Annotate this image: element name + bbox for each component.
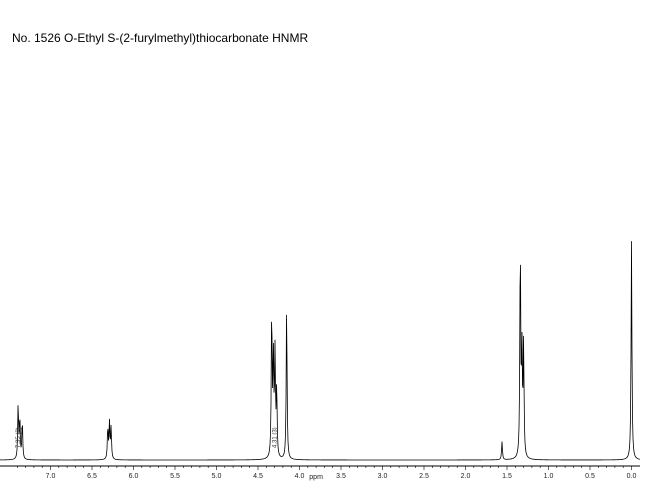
tick-label: 1.5 (502, 473, 512, 480)
tick-label: 1.0 (544, 473, 554, 480)
tick-label: 3.0 (378, 473, 388, 480)
tick-label: 0.0 (627, 473, 637, 480)
tick-label: 2.0 (461, 473, 471, 480)
tick-label: 6.0 (129, 473, 139, 480)
tick-label: 4.5 (253, 473, 263, 480)
integral-label: 7.35 (2) (16, 427, 22, 448)
integral-label: 4.31 (3) (273, 427, 279, 448)
tick-label: 4.0 (295, 473, 305, 480)
chart-title: No. 1526 O-Ethyl S-(2-furylmethyl)thioca… (12, 31, 309, 45)
tick-label: 7.0 (46, 473, 56, 480)
x-axis-ticks: 7.0 6.5 6.0 5.5 5.0 4.5 4.0 3.5 3.0 2.5 2.0 1.5 1.0 0… (16, 466, 637, 480)
integral-labels: 7.35 (2) 4.31 (3) (16, 427, 278, 448)
tick-label: 2.5 (419, 473, 429, 480)
tick-label: 0.5 (585, 473, 595, 480)
spectrum-line (0, 241, 641, 461)
tick-label: 6.5 (87, 473, 97, 480)
tick-label: 5.0 (212, 473, 222, 480)
tick-label: 3.5 (336, 473, 346, 480)
tick-label: 5.5 (170, 473, 180, 480)
x-axis-label: ppm (309, 474, 323, 481)
